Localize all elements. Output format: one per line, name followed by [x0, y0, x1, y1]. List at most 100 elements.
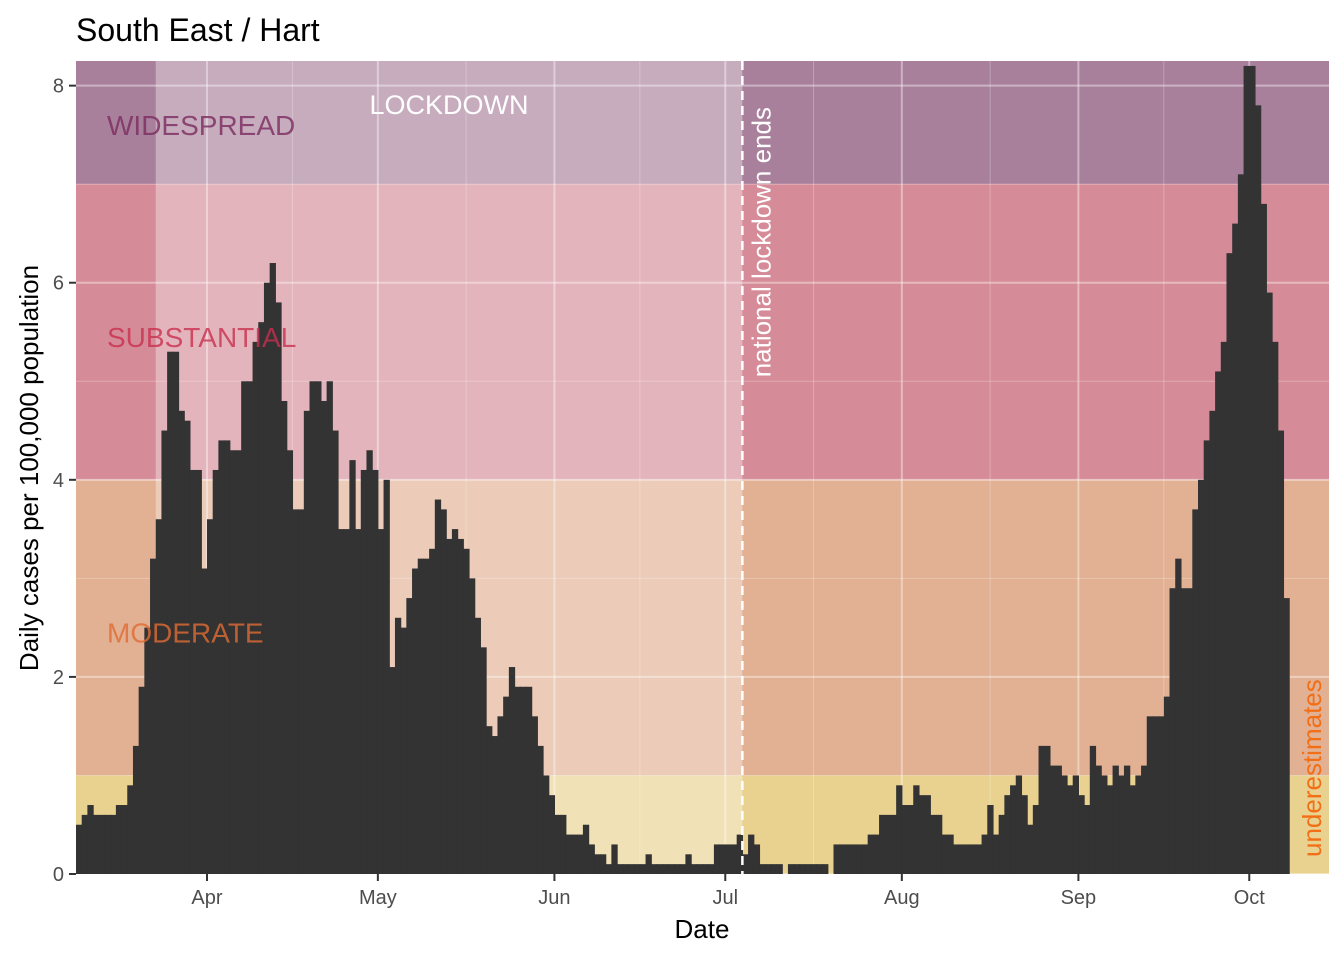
bar — [759, 864, 766, 874]
bar — [861, 844, 869, 874]
bar — [394, 617, 402, 874]
bar — [998, 814, 1005, 874]
bar — [793, 864, 800, 874]
x-tick-label: Aug — [884, 887, 920, 909]
x-tick-label: Sep — [1061, 887, 1097, 909]
bar — [1220, 341, 1228, 874]
bar — [400, 627, 407, 874]
bar — [787, 864, 795, 874]
bar — [1141, 765, 1148, 874]
bar — [468, 578, 476, 874]
bar — [172, 351, 180, 874]
bar — [241, 381, 248, 874]
bar — [486, 726, 493, 874]
bar — [1015, 775, 1023, 874]
bar — [1106, 785, 1114, 874]
bar — [457, 538, 464, 874]
bar — [987, 805, 994, 874]
bar — [833, 844, 840, 874]
bar — [645, 854, 652, 874]
y-tick-label: 2 — [53, 667, 64, 689]
bar — [224, 440, 231, 874]
bar — [1067, 785, 1074, 874]
bar — [201, 568, 208, 874]
bar — [975, 844, 983, 874]
bar — [252, 341, 259, 874]
lockdown-label: LOCKDOWN — [370, 90, 529, 120]
bar — [1192, 509, 1199, 874]
bar — [315, 381, 322, 874]
bar — [155, 519, 163, 874]
bar — [588, 844, 595, 874]
bar — [685, 854, 692, 874]
bar — [1118, 775, 1125, 874]
bar — [1146, 716, 1154, 874]
bar — [634, 864, 641, 874]
bar — [463, 548, 470, 874]
bar — [446, 538, 453, 874]
bar — [195, 469, 202, 874]
bar — [947, 834, 954, 874]
bar — [480, 647, 487, 874]
bar — [1249, 65, 1256, 875]
bar — [275, 302, 282, 874]
bar — [873, 834, 880, 874]
bar — [913, 785, 920, 874]
bar — [844, 844, 852, 874]
bar — [355, 529, 362, 874]
y-tick-label: 0 — [53, 864, 64, 886]
bar — [1260, 203, 1267, 874]
bar — [748, 834, 755, 874]
bar — [605, 864, 612, 874]
y-tick-label: 6 — [53, 273, 64, 295]
bar — [235, 450, 242, 874]
bar — [850, 844, 857, 874]
bar — [719, 844, 726, 874]
bar — [708, 864, 715, 874]
bar — [571, 834, 578, 874]
bar — [1186, 588, 1193, 874]
bar — [104, 814, 111, 874]
bar — [1129, 785, 1136, 874]
bar — [1123, 765, 1131, 874]
bar — [1084, 805, 1091, 874]
bar — [292, 509, 299, 874]
bar — [349, 460, 356, 874]
bar — [1072, 775, 1079, 874]
bar — [901, 805, 909, 874]
bar — [508, 667, 516, 874]
bar — [514, 686, 521, 874]
bar — [924, 795, 931, 874]
bar — [702, 864, 709, 874]
bar — [93, 814, 100, 874]
bar — [805, 864, 812, 874]
bar — [383, 479, 390, 874]
bar — [167, 351, 174, 874]
y-tick-label: 4 — [53, 470, 64, 492]
bar — [651, 864, 658, 874]
bar — [679, 864, 687, 874]
bar — [884, 814, 892, 874]
bar — [491, 736, 499, 874]
bar — [263, 282, 271, 874]
underestimates-label: underestimates — [1297, 679, 1327, 857]
bar — [98, 814, 106, 874]
bar — [1027, 824, 1034, 874]
bar — [839, 844, 846, 874]
bar — [115, 805, 123, 874]
bar — [1135, 775, 1142, 874]
bar — [281, 400, 288, 874]
bar — [1266, 292, 1273, 875]
bar — [389, 667, 396, 874]
bar — [725, 844, 732, 874]
bar — [753, 844, 761, 874]
bar — [736, 834, 743, 874]
bar — [412, 568, 419, 874]
bar — [121, 805, 128, 874]
bar — [1203, 440, 1210, 874]
bar — [742, 854, 749, 874]
bar — [1089, 745, 1097, 874]
bar — [286, 450, 294, 874]
bar — [1021, 795, 1028, 874]
